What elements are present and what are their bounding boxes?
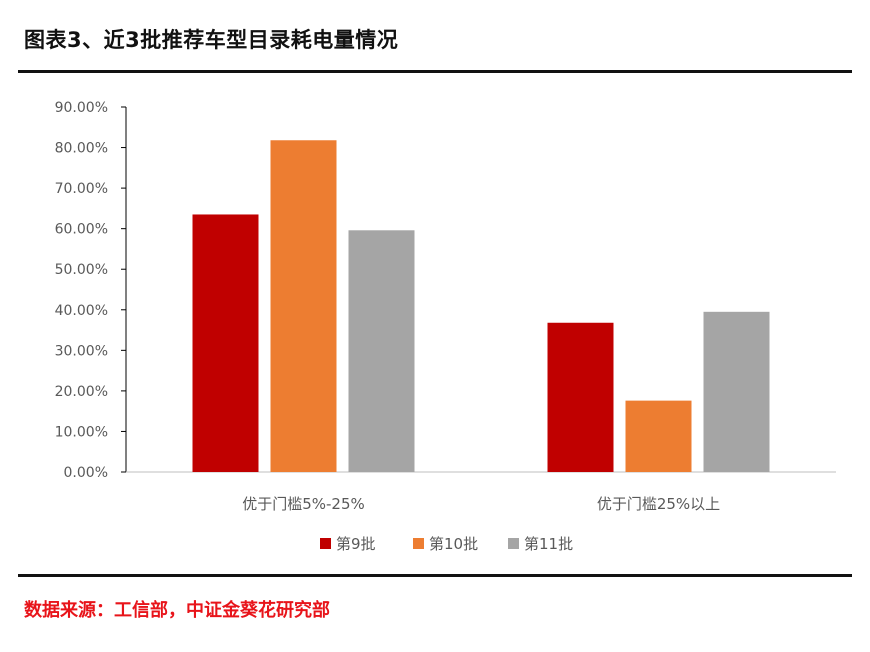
y-tick-label: 90.00% <box>55 100 108 116</box>
legend-label: 第9批 <box>336 535 376 553</box>
y-tick-label: 0.00% <box>64 465 108 481</box>
y-tick-label: 50.00% <box>55 262 108 278</box>
bar-1-2 <box>270 140 337 472</box>
y-tick-label: 40.00% <box>55 303 108 319</box>
page-title: 图表3、近3批推荐车型目录耗电量情况 <box>24 28 399 52</box>
bar-1-1 <box>192 214 259 472</box>
y-tick-label: 10.00% <box>55 424 108 440</box>
top-divider <box>18 70 852 73</box>
category-label: 优于门槛25%以上 <box>597 495 720 513</box>
bars <box>192 140 770 472</box>
legend-swatch <box>508 538 519 549</box>
bar-2-3 <box>703 311 770 472</box>
y-tick-label: 70.00% <box>55 181 108 197</box>
bottom-divider <box>18 574 852 577</box>
bar-2-1 <box>547 322 614 472</box>
bar-2-2 <box>625 400 692 472</box>
bar-1-3 <box>348 230 415 472</box>
category-label: 优于门槛5%-25% <box>242 495 365 513</box>
legend-swatch <box>413 538 424 549</box>
y-axis-ticks: 0.00% 10.00% 20.00% 30.00% 40.00% 50.00% 60.00… <box>55 100 126 481</box>
category-labels: 优于门槛5%-25% 优于门槛25%以上 <box>242 495 720 513</box>
legend-label: 第10批 <box>429 535 478 553</box>
legend: 第9批 第10批 第11批 <box>320 535 573 553</box>
legend-swatch <box>320 538 331 549</box>
y-tick-label: 80.00% <box>55 141 108 157</box>
y-tick-label: 60.00% <box>55 222 108 238</box>
source-note: 数据来源：工信部，中证金葵花研究部 <box>24 600 330 621</box>
y-tick-label: 20.00% <box>55 384 108 400</box>
legend-label: 第11批 <box>524 535 573 553</box>
y-tick-label: 30.00% <box>55 343 108 359</box>
